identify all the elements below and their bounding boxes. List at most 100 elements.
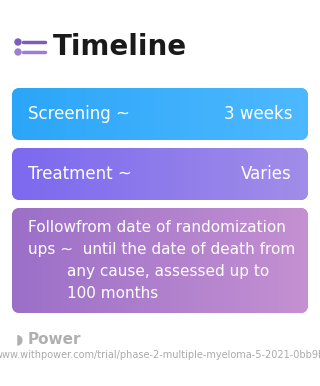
Bar <box>219 148 225 200</box>
Bar <box>283 88 289 140</box>
Text: ◗: ◗ <box>16 332 23 346</box>
Bar <box>274 88 279 140</box>
Bar <box>303 88 308 140</box>
Text: Varies: Varies <box>241 165 292 183</box>
Bar <box>189 148 195 200</box>
Text: Timeline: Timeline <box>53 33 187 61</box>
Bar <box>249 88 254 140</box>
Bar <box>209 208 215 313</box>
Bar <box>52 208 57 313</box>
Bar <box>96 148 101 200</box>
Bar <box>106 208 111 313</box>
Bar <box>66 148 72 200</box>
Bar <box>160 148 165 200</box>
Bar <box>293 208 299 313</box>
Bar <box>22 88 27 140</box>
Bar <box>61 148 67 200</box>
Bar <box>288 148 294 200</box>
Bar <box>32 148 37 200</box>
Bar <box>264 148 269 200</box>
Bar <box>111 208 116 313</box>
Bar <box>239 88 244 140</box>
Bar <box>56 88 62 140</box>
Bar <box>12 148 17 200</box>
Bar <box>268 148 274 200</box>
Text: Screening ~: Screening ~ <box>28 105 130 123</box>
Bar <box>264 88 269 140</box>
Bar <box>91 88 96 140</box>
Bar <box>175 148 180 200</box>
Bar <box>274 208 279 313</box>
Bar <box>180 208 185 313</box>
Bar <box>224 148 229 200</box>
Bar <box>204 148 210 200</box>
Bar <box>91 148 96 200</box>
Bar <box>199 148 205 200</box>
Text: 3 weeks: 3 weeks <box>223 105 292 123</box>
Bar <box>239 208 244 313</box>
Text: Power: Power <box>28 332 82 347</box>
Bar <box>32 88 37 140</box>
Bar <box>135 88 141 140</box>
Bar <box>244 148 249 200</box>
Bar <box>76 208 82 313</box>
Bar <box>239 148 244 200</box>
Bar <box>219 88 225 140</box>
Bar <box>140 208 146 313</box>
Text: www.withpower.com/trial/phase-2-multiple-myeloma-5-2021-0bb9b: www.withpower.com/trial/phase-2-multiple… <box>0 350 320 360</box>
Bar <box>37 88 42 140</box>
Bar <box>91 208 96 313</box>
Bar <box>298 208 304 313</box>
Bar <box>189 208 195 313</box>
Bar <box>61 208 67 313</box>
Bar <box>22 208 27 313</box>
Bar <box>249 208 254 313</box>
Bar <box>27 208 32 313</box>
Bar <box>199 88 205 140</box>
Bar <box>195 208 200 313</box>
Bar <box>209 148 215 200</box>
Bar <box>17 208 22 313</box>
FancyBboxPatch shape <box>12 208 308 313</box>
Bar <box>170 88 175 140</box>
Bar <box>66 208 72 313</box>
Bar <box>121 88 126 140</box>
Bar <box>37 148 42 200</box>
Bar <box>283 148 289 200</box>
Bar <box>224 208 229 313</box>
Bar <box>71 208 76 313</box>
Bar <box>185 208 190 313</box>
Bar <box>293 88 299 140</box>
Bar <box>259 208 264 313</box>
Bar <box>116 148 121 200</box>
Bar <box>150 148 156 200</box>
Bar <box>189 88 195 140</box>
Bar <box>165 208 170 313</box>
Bar <box>219 208 225 313</box>
Bar <box>86 148 92 200</box>
Bar <box>180 88 185 140</box>
Bar <box>175 88 180 140</box>
Bar <box>46 208 52 313</box>
Bar <box>17 88 22 140</box>
Bar <box>131 208 136 313</box>
Bar <box>42 208 47 313</box>
Text: Treatment ~: Treatment ~ <box>28 165 132 183</box>
Bar <box>278 148 284 200</box>
Bar <box>27 148 32 200</box>
Bar <box>140 148 146 200</box>
Bar <box>180 148 185 200</box>
Bar <box>56 148 62 200</box>
Bar <box>140 88 146 140</box>
Bar <box>160 88 165 140</box>
Bar <box>224 88 229 140</box>
Bar <box>195 88 200 140</box>
Bar <box>125 88 131 140</box>
Bar <box>111 148 116 200</box>
Bar <box>165 88 170 140</box>
Bar <box>52 88 57 140</box>
Bar <box>185 148 190 200</box>
Bar <box>288 88 294 140</box>
Bar <box>12 208 17 313</box>
Bar <box>145 208 151 313</box>
